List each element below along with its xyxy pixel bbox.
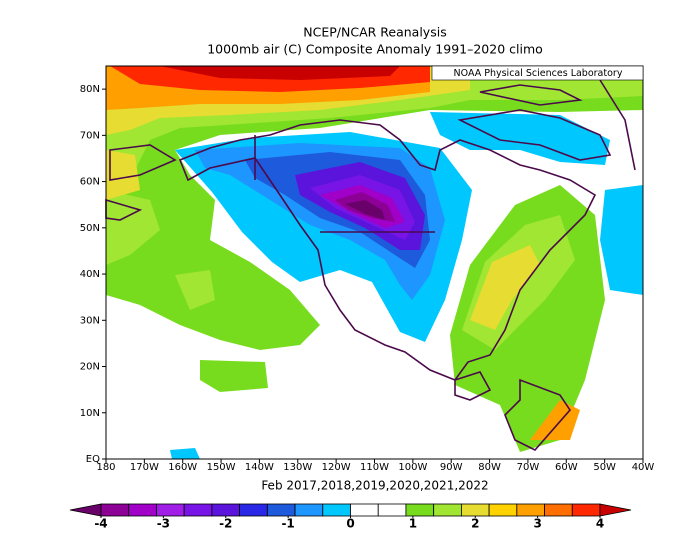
colorbar-box <box>322 503 351 517</box>
colorbar-box <box>156 503 185 517</box>
colorbar-tick-label: 4 <box>596 517 604 531</box>
credit: NOAA Physical Sciences Laboratory <box>454 68 623 79</box>
x-tick-label: 80W <box>478 462 501 473</box>
colorbar-tick-label: -3 <box>157 517 170 531</box>
colorbar-box <box>294 503 324 517</box>
y-tick-label: 20N <box>80 362 100 373</box>
y-tick-label: 50N <box>80 223 100 234</box>
colorbar-tick-label: 1 <box>409 517 417 531</box>
colorbar-tick-label: 2 <box>471 517 479 531</box>
colorbar-box <box>350 503 379 517</box>
x-tick-label: 70W <box>517 462 540 473</box>
y-tick-label: 40N <box>80 269 100 280</box>
x-tick-label: 170W <box>130 462 159 473</box>
colorbar-box <box>516 503 545 517</box>
colorbar-box <box>266 503 296 517</box>
subtitle: 1000mb air (C) Composite Anomaly 1991–20… <box>207 42 543 57</box>
colorbar-extension <box>599 503 632 517</box>
colorbar-box <box>488 503 518 517</box>
x-tick-label: 180 <box>96 462 115 473</box>
y-tick-label: 70N <box>80 130 100 141</box>
x-tick-label: 160W <box>168 462 197 473</box>
map-field <box>105 66 643 459</box>
colorbar-box <box>183 503 213 517</box>
colorbar-box <box>211 503 241 517</box>
y-tick-label: EQ <box>86 454 100 465</box>
colorbar-tick-label: -2 <box>219 517 232 531</box>
x-tick-label: 90W <box>440 462 463 473</box>
colorbar-tick-label: 3 <box>533 517 541 531</box>
colorbar-extension <box>69 503 102 517</box>
x-tick-label: 150W <box>207 462 236 473</box>
colorbar-box <box>405 503 435 517</box>
title: NCEP/NCAR Reanalysis <box>303 25 446 40</box>
colorbar-box <box>128 503 157 517</box>
y-tick-label: 60N <box>80 177 100 188</box>
colorbar-box <box>239 503 268 517</box>
colorbar-box <box>571 503 601 517</box>
colorbar-tick-label: -1 <box>281 517 294 531</box>
colorbar-box <box>433 503 462 517</box>
y-tick-label: 30N <box>80 315 100 326</box>
colorbar-tick-label: 0 <box>346 517 354 531</box>
x-tick-label: 120W <box>322 462 351 473</box>
x-tick-label: 60W <box>555 462 578 473</box>
colorbar-box <box>377 503 407 517</box>
y-tick-label: 10N <box>80 408 100 419</box>
x-tick-label: 130W <box>283 462 312 473</box>
x-tick-label: 50W <box>593 462 616 473</box>
x-tick-label: 110W <box>360 462 389 473</box>
y-tick-label: 80N <box>80 84 100 95</box>
colorbar-tick-label: -4 <box>94 517 107 531</box>
colorbar-box <box>100 503 130 517</box>
x-tick-label: 140W <box>245 462 274 473</box>
credit-box <box>431 65 644 81</box>
x-tick-label: 100W <box>398 462 427 473</box>
colorbar-box <box>460 503 490 517</box>
x-label: Feb 2017,2018,2019,2020,2021,2022 <box>261 479 488 493</box>
x-tick-label: 40W <box>632 462 655 473</box>
colorbar-box <box>544 503 573 517</box>
